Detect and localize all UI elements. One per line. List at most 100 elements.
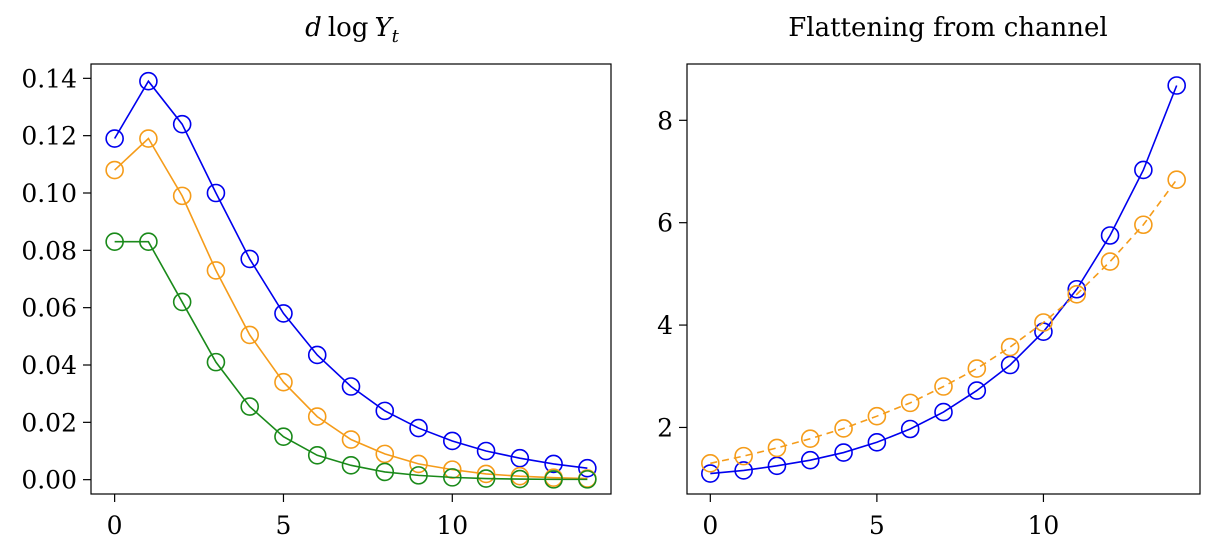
left-ytick-label: 0.06 [21,294,77,323]
left-series-0-point [510,448,530,468]
left-series-2-point [206,352,226,372]
left-xtick-label: 5 [276,511,292,540]
left-series-0-point [240,249,260,269]
right-series-0-point [934,402,953,422]
right-series-1-point [701,453,720,473]
left-series-2-point [240,397,260,416]
left-series-0-point [409,418,428,438]
left-series-1-line [114,137,588,480]
left-series-1-point [476,464,496,484]
left-series-2-point [172,292,192,312]
right-series-1-point [1134,215,1153,235]
left-series-0-point [375,401,395,421]
left-ytick-label: 0.14 [21,64,77,93]
right-series-0-point [900,419,920,439]
right-chart-panel: Flattening from channel 0 5 10 2 4 6 8 [657,13,1201,540]
right-series-0-line [710,85,1178,475]
left-series-1-point [274,372,293,392]
left-ytick-label: 0.02 [21,408,77,437]
right-ytick-label: 8 [657,106,673,135]
right-series-1-point [867,406,887,426]
right-series-1-point [1034,313,1053,332]
left-series-1-point [375,444,395,464]
right-series-0-point [734,461,753,480]
left-series-0-point [172,114,192,134]
left-series-0-point [139,71,158,91]
right-xtick-label: 0 [702,511,718,540]
right-series-0-point [1134,160,1153,180]
right-series-0-point [1067,279,1087,299]
left-series-0-point [307,345,327,365]
right-series-0-point [967,381,987,400]
left-series-0-point [105,129,124,148]
left-series-1-point [206,261,226,280]
right-series-1-point [900,393,920,413]
left-series-0-point [578,458,597,478]
left-chart-title: d log Yt [305,13,399,47]
right-series-1-point [767,438,787,458]
left-ytick-label: 0.10 [21,179,77,208]
left-series-0-point [476,441,496,461]
left-ytick-label: 0.12 [21,122,77,151]
left-series-0-point [206,183,226,203]
left-series-2-line [114,240,588,481]
left-series-1-point [409,454,428,474]
left-series-0-point [442,431,462,451]
right-series-1-point [800,429,820,449]
left-series-1-point [172,186,192,206]
right-series-0-point [800,450,820,470]
left-series-1-point [105,160,124,180]
left-series-1-point [139,129,158,148]
right-plot-frame [686,63,1201,495]
left-series-1-point [341,430,361,449]
right-xtick-label: 10 [1028,511,1060,540]
right-series-0-point [767,456,787,476]
left-series-2-point [510,469,530,489]
left-series-2-point [442,468,462,487]
right-series-0-point [834,443,853,462]
left-xtick-label: 10 [436,511,468,540]
right-series-0-point [1167,76,1186,95]
left-series-0-point [341,377,361,396]
left-series-2-point [341,456,361,475]
right-series-1-point [1167,170,1186,189]
left-series-2-point [375,462,395,482]
right-axes: 0 5 10 2 4 6 8 [657,106,1059,540]
right-series-1-point [1067,285,1087,304]
right-xtick-label: 5 [869,511,885,540]
left-series-2-point [544,470,563,489]
right-series-0-point [701,464,720,483]
right-series-1-point [834,419,853,438]
right-series [701,76,1186,483]
left-ytick-label: 0.00 [21,466,77,495]
right-chart-title: Flattening from channel [788,13,1107,43]
left-series-2-point [307,445,327,465]
left-plot-frame [90,63,612,495]
left-series-2-point [274,427,293,446]
left-series-2-point [476,469,496,488]
left-series-0-point [544,454,563,474]
left-series-2-point [105,232,124,252]
right-series-1-point [967,359,987,378]
left-series-2-point [409,466,428,485]
right-ytick-label: 4 [657,311,673,340]
left-ytick-label: 0.08 [21,236,77,265]
left-series-2-point [139,232,158,252]
right-series-1-point [934,377,953,396]
right-series-0-point [867,432,887,452]
left-series-0-point [274,304,293,323]
right-series-0-point [1100,226,1120,245]
right-series-1-line [710,179,1178,465]
right-ytick-label: 6 [657,209,673,238]
left-xtick-label: 0 [107,511,123,540]
left-series-1-point [240,325,260,345]
left-series [105,71,597,489]
left-axes: 0 5 10 0.00 0.02 0.04 0.06 0.08 0.10 0.12 0.14 [21,64,468,540]
right-series-1-point [734,446,753,466]
left-chart-panel: d log Yt 0 5 100.000.020.040.060.080.100.120… [21,13,612,540]
left-ytick-label: 0.04 [21,351,77,380]
left-series-1-point [307,407,327,426]
left-series-0-line [113,79,588,469]
left-series-2-point [578,470,597,489]
